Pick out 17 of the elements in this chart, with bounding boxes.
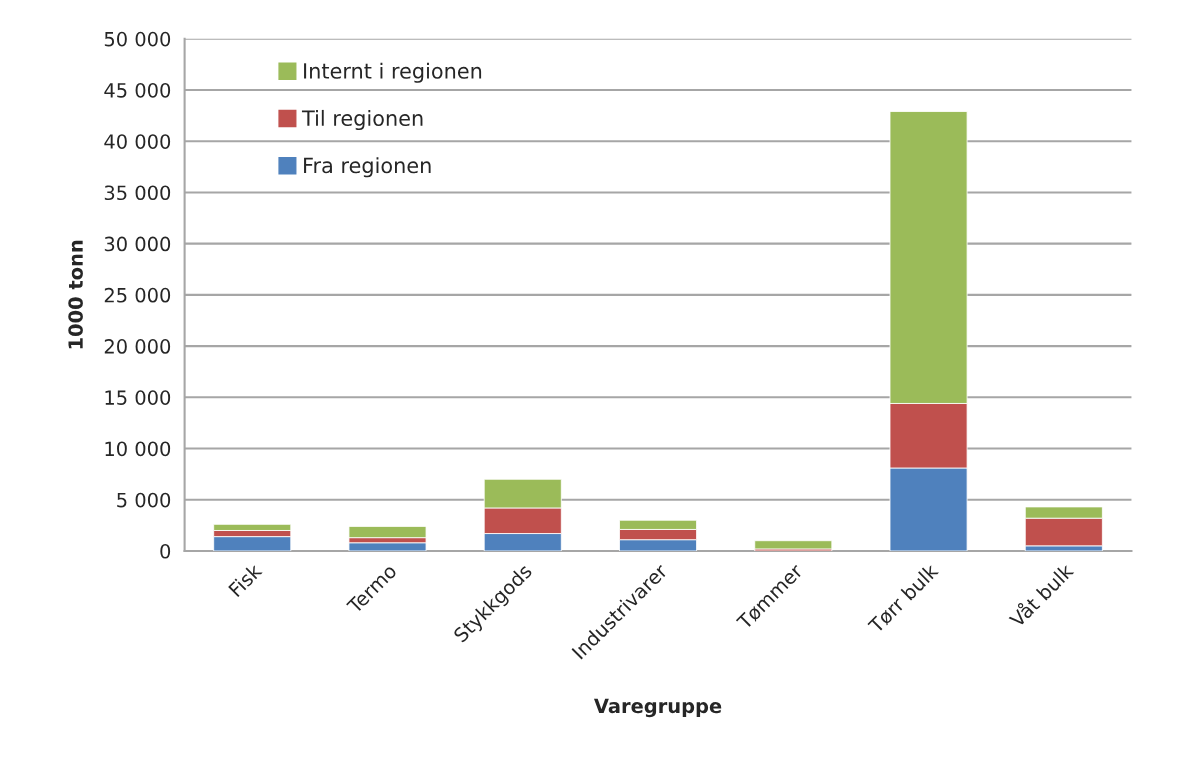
legend-label: Fra regionen: [304, 157, 431, 178]
y-tick-label: 20 000: [104, 339, 171, 354]
y-tick-label: 50 000: [104, 31, 171, 47]
y-tick-label: 5 000: [117, 492, 171, 508]
legend-label: Til regionen: [301, 109, 423, 131]
x-tick-label: Fisk: [227, 562, 263, 598]
legend-label: Internt i regionen: [304, 62, 482, 83]
y-axis-title: 1000 tonn: [68, 240, 83, 349]
y-tick-label: 35 000: [104, 185, 171, 201]
y-tick-label: 15 000: [105, 390, 171, 405]
y-tick-label: 0: [160, 543, 171, 559]
y-tick-label: 40 000: [104, 134, 171, 149]
y-tick-label: 45 000: [104, 82, 171, 98]
y-tick-label: 10 000: [105, 441, 171, 457]
x-axis-title: Varegruppe: [594, 698, 722, 718]
y-tick-label: 30 000: [104, 236, 171, 252]
y-tick-label: 25 000: [104, 287, 171, 303]
